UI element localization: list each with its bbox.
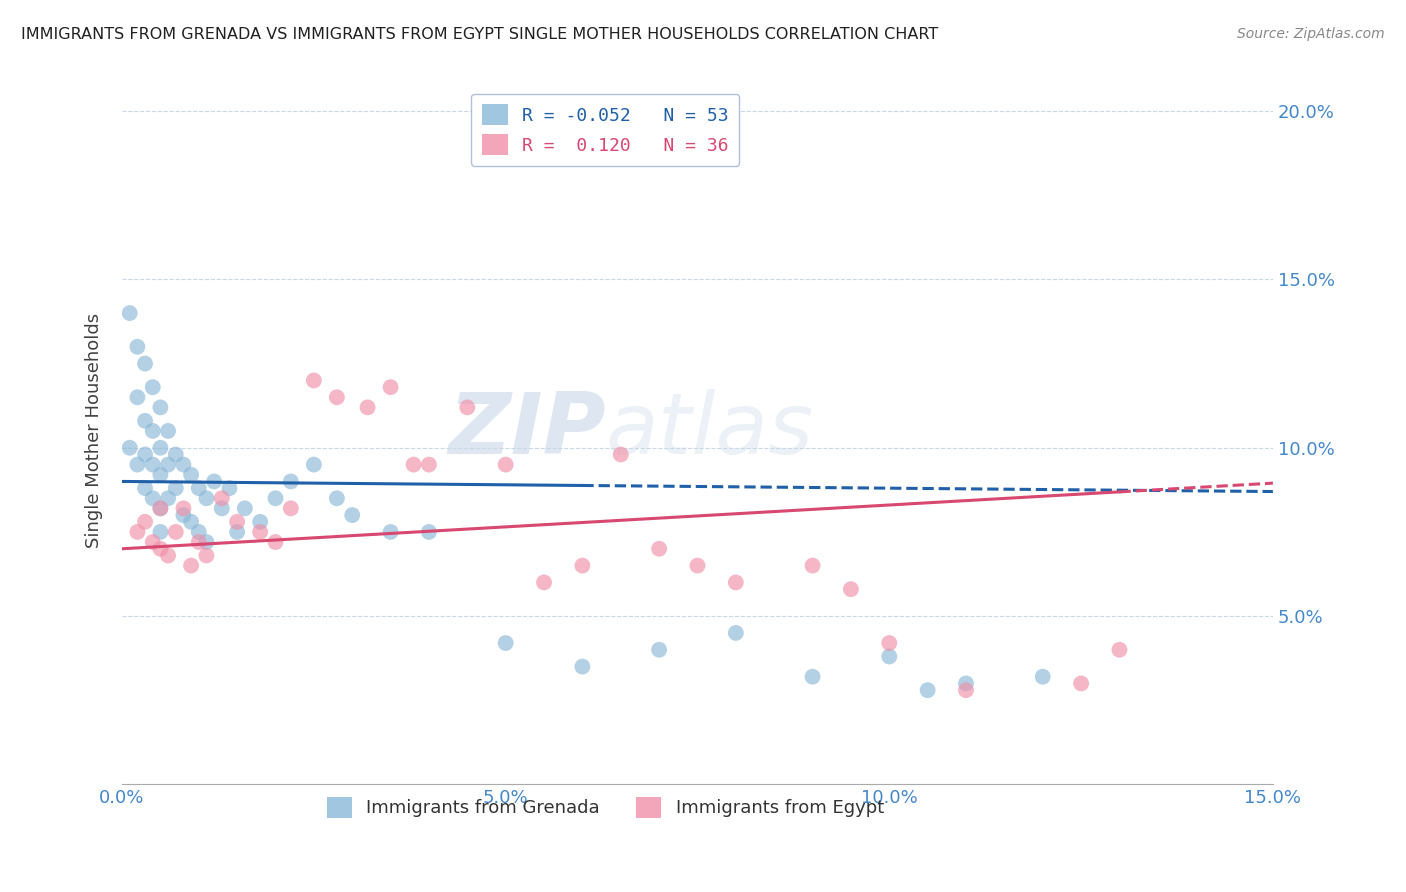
Point bbox=[149, 501, 172, 516]
Point bbox=[226, 515, 249, 529]
Point bbox=[380, 380, 402, 394]
Point bbox=[211, 501, 233, 516]
Point bbox=[1070, 676, 1092, 690]
Point bbox=[118, 306, 141, 320]
Point bbox=[280, 501, 302, 516]
Point bbox=[134, 448, 156, 462]
Point bbox=[264, 535, 287, 549]
Point bbox=[917, 683, 939, 698]
Point bbox=[157, 549, 180, 563]
Point bbox=[1032, 670, 1054, 684]
Point bbox=[134, 414, 156, 428]
Point bbox=[172, 508, 194, 522]
Point bbox=[356, 401, 378, 415]
Point bbox=[149, 501, 172, 516]
Point bbox=[648, 642, 671, 657]
Point bbox=[724, 575, 747, 590]
Point bbox=[218, 481, 240, 495]
Point bbox=[180, 558, 202, 573]
Point bbox=[801, 670, 824, 684]
Point bbox=[402, 458, 425, 472]
Point bbox=[118, 441, 141, 455]
Point bbox=[149, 541, 172, 556]
Point bbox=[172, 458, 194, 472]
Point bbox=[610, 448, 633, 462]
Point bbox=[157, 424, 180, 438]
Point bbox=[326, 390, 349, 404]
Point bbox=[571, 558, 593, 573]
Point bbox=[149, 467, 172, 482]
Point bbox=[302, 458, 325, 472]
Point bbox=[149, 401, 172, 415]
Point bbox=[877, 649, 900, 664]
Point bbox=[142, 380, 165, 394]
Point bbox=[142, 491, 165, 506]
Point bbox=[187, 481, 209, 495]
Point bbox=[195, 535, 218, 549]
Point bbox=[165, 524, 187, 539]
Point bbox=[127, 390, 149, 404]
Point bbox=[456, 401, 478, 415]
Point bbox=[877, 636, 900, 650]
Point bbox=[157, 491, 180, 506]
Point bbox=[955, 676, 977, 690]
Point bbox=[326, 491, 349, 506]
Point bbox=[127, 340, 149, 354]
Point bbox=[142, 424, 165, 438]
Point bbox=[142, 535, 165, 549]
Text: IMMIGRANTS FROM GRENADA VS IMMIGRANTS FROM EGYPT SINGLE MOTHER HOUSEHOLDS CORREL: IMMIGRANTS FROM GRENADA VS IMMIGRANTS FR… bbox=[21, 27, 938, 42]
Point bbox=[955, 683, 977, 698]
Point bbox=[724, 626, 747, 640]
Text: Source: ZipAtlas.com: Source: ZipAtlas.com bbox=[1237, 27, 1385, 41]
Point bbox=[418, 458, 440, 472]
Point bbox=[187, 535, 209, 549]
Point bbox=[801, 558, 824, 573]
Point bbox=[134, 481, 156, 495]
Point bbox=[233, 501, 256, 516]
Point bbox=[839, 582, 862, 596]
Point bbox=[165, 481, 187, 495]
Point bbox=[134, 357, 156, 371]
Point bbox=[211, 491, 233, 506]
Point bbox=[342, 508, 364, 522]
Point bbox=[134, 515, 156, 529]
Point bbox=[302, 373, 325, 387]
Point bbox=[495, 636, 517, 650]
Point bbox=[127, 524, 149, 539]
Point bbox=[195, 491, 218, 506]
Point bbox=[165, 448, 187, 462]
Point bbox=[249, 524, 271, 539]
Point bbox=[249, 515, 271, 529]
Point bbox=[495, 458, 517, 472]
Point bbox=[533, 575, 555, 590]
Point bbox=[418, 524, 440, 539]
Point bbox=[142, 458, 165, 472]
Y-axis label: Single Mother Households: Single Mother Households bbox=[86, 313, 103, 549]
Point bbox=[149, 441, 172, 455]
Point bbox=[686, 558, 709, 573]
Point bbox=[195, 549, 218, 563]
Legend: Immigrants from Grenada, Immigrants from Egypt: Immigrants from Grenada, Immigrants from… bbox=[319, 789, 891, 825]
Point bbox=[226, 524, 249, 539]
Point bbox=[264, 491, 287, 506]
Point bbox=[187, 524, 209, 539]
Point bbox=[380, 524, 402, 539]
Point bbox=[127, 458, 149, 472]
Point bbox=[202, 475, 225, 489]
Point bbox=[1108, 642, 1130, 657]
Point bbox=[180, 467, 202, 482]
Point bbox=[180, 515, 202, 529]
Point bbox=[149, 524, 172, 539]
Text: ZIP: ZIP bbox=[447, 390, 606, 473]
Point bbox=[280, 475, 302, 489]
Point bbox=[172, 501, 194, 516]
Point bbox=[648, 541, 671, 556]
Point bbox=[571, 659, 593, 673]
Point bbox=[157, 458, 180, 472]
Text: atlas: atlas bbox=[606, 390, 814, 473]
